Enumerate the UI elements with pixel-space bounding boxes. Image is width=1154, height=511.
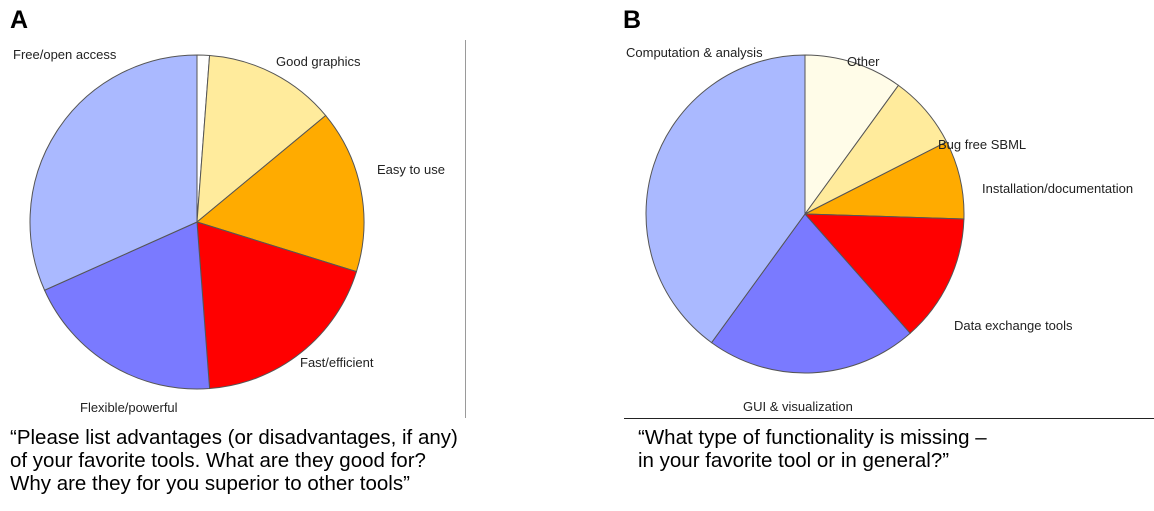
pie-b-label-5: Computation & analysis: [626, 45, 763, 60]
pie-b-label-4: GUI & visualization: [743, 399, 853, 414]
caption-a-line-2: of your favorite tools. What are they go…: [10, 449, 426, 472]
caption-a-line-1: “Please list advantages (or disadvantage…: [10, 426, 458, 449]
pie-a-label-1: Good graphics: [276, 54, 361, 69]
pie-a-slice-1: [196, 54, 327, 224]
caption-b: “What type of functionality is missing –…: [638, 426, 987, 472]
pie-b-slice-0: [804, 54, 900, 216]
pie-a-label-4: Flexible/powerful: [80, 400, 178, 415]
panel-letter-b: B: [623, 6, 642, 34]
vertical-divider: [465, 40, 466, 418]
pie-a-label-5: Free/open access: [13, 47, 117, 62]
pie-b-label-3: Data exchange tools: [954, 318, 1073, 333]
caption-a-line-3: Why are they for you superior to other t…: [10, 472, 410, 495]
caption-a: “Please list advantages (or disadvantage…: [10, 426, 458, 495]
pie-b-label-1: Bug free SBML: [938, 137, 1026, 152]
pie-b-slice-5: [645, 54, 806, 344]
pie-a-slice-5: [29, 54, 198, 291]
caption-b-line-1: “What type of functionality is missing –: [638, 426, 987, 449]
horizontal-divider: [624, 418, 1154, 419]
pie-b-label-2: Installation/documentation: [982, 181, 1133, 196]
pie-a-label-2: Easy to use: [377, 162, 445, 177]
pie-a-slice-4: [43, 221, 211, 390]
pie-a-label-3: Fast/efficient: [300, 355, 374, 370]
pie-b-slice-3: [803, 213, 965, 334]
pie-b-label-0: Other: [847, 54, 880, 69]
pie-chart-a: Good graphics Easy to use Fast/efficient Fl…: [13, 47, 445, 415]
caption-b-line-2: in your favorite tool or in general?”: [638, 449, 950, 472]
pie-a-slice-3: [196, 221, 358, 390]
pie-chart-b: Other Bug free SBML Installation/documenta…: [626, 45, 1133, 414]
pie-a-slice-2: [195, 114, 365, 273]
pie-b-slice-4: [710, 213, 911, 374]
panel-letter-a: A: [10, 6, 29, 34]
